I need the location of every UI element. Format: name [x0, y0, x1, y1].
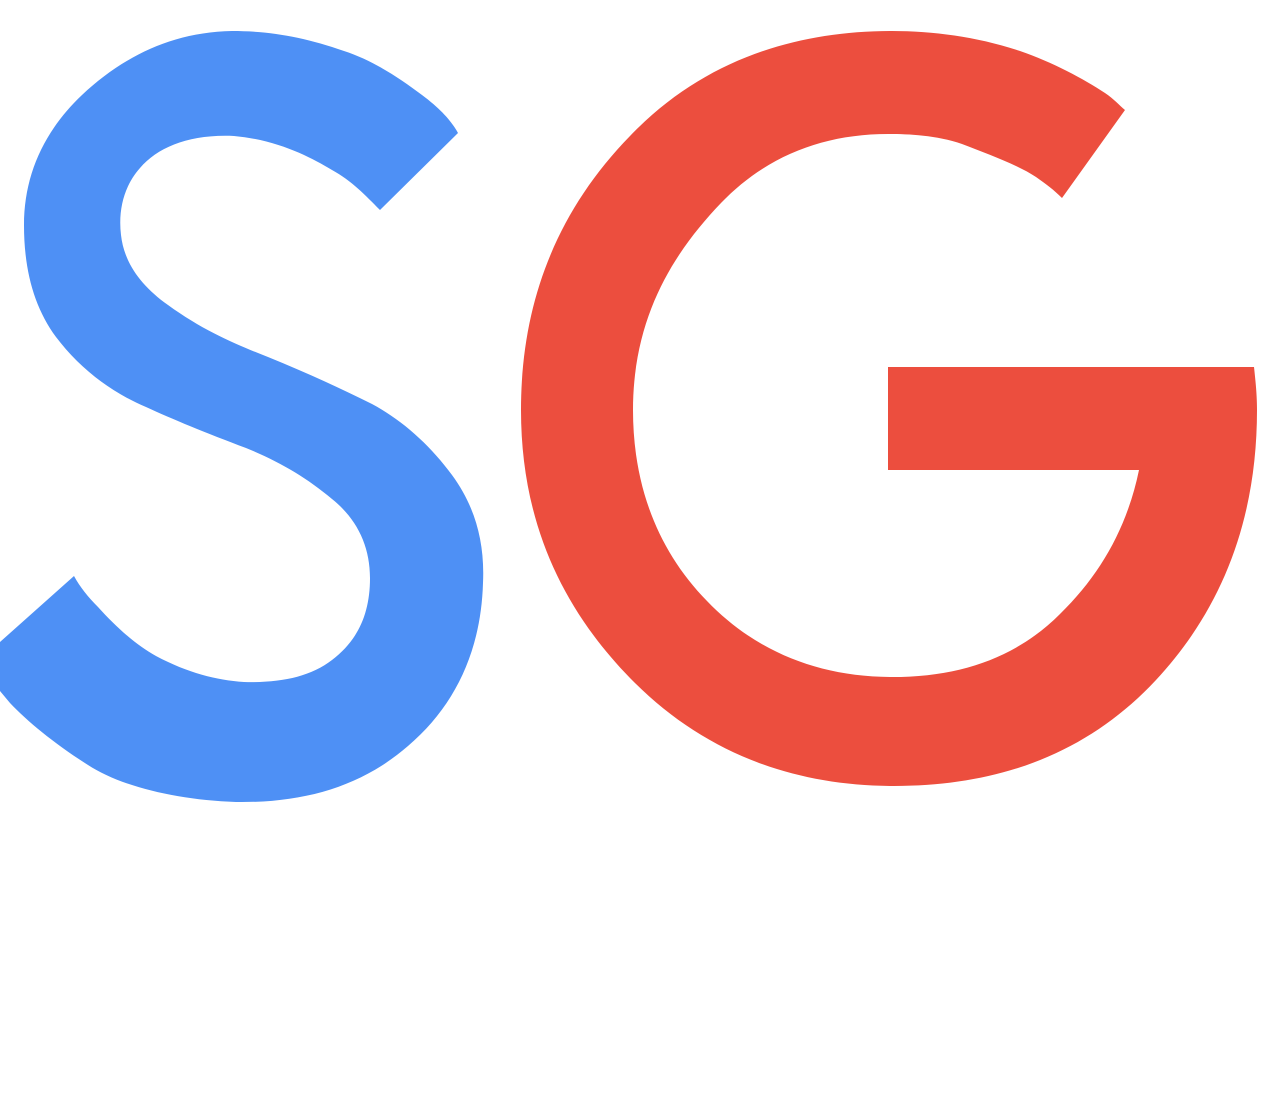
letter-g	[521, 31, 1257, 786]
letter-s	[0, 31, 484, 803]
